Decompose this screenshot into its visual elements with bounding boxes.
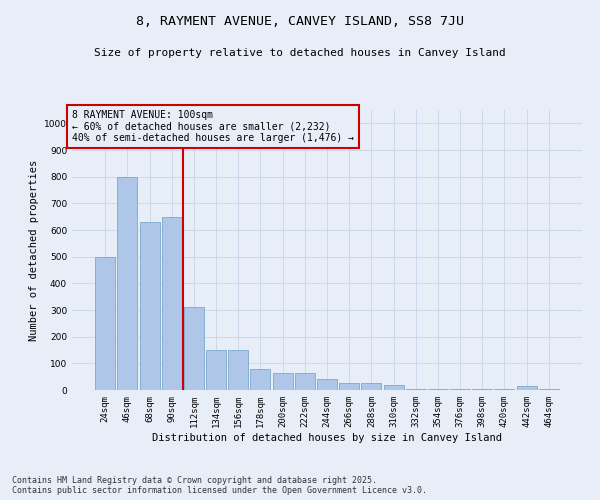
Y-axis label: Number of detached properties: Number of detached properties <box>29 160 38 340</box>
Bar <box>339 382 359 390</box>
Bar <box>450 388 470 390</box>
Bar <box>206 350 226 390</box>
Bar <box>539 388 559 390</box>
Text: 8 RAYMENT AVENUE: 100sqm
← 60% of detached houses are smaller (2,232)
40% of sem: 8 RAYMENT AVENUE: 100sqm ← 60% of detach… <box>72 110 354 143</box>
Bar <box>295 372 315 390</box>
Bar <box>317 380 337 390</box>
Bar <box>472 388 492 390</box>
Bar <box>95 256 115 390</box>
Bar <box>494 388 514 390</box>
Bar <box>118 176 137 390</box>
Bar <box>517 386 536 390</box>
Bar <box>162 216 182 390</box>
X-axis label: Distribution of detached houses by size in Canvey Island: Distribution of detached houses by size … <box>152 432 502 442</box>
Bar <box>383 384 404 390</box>
Bar <box>184 308 204 390</box>
Text: 8, RAYMENT AVENUE, CANVEY ISLAND, SS8 7JU: 8, RAYMENT AVENUE, CANVEY ISLAND, SS8 7J… <box>136 15 464 28</box>
Bar <box>428 388 448 390</box>
Bar <box>140 222 160 390</box>
Bar <box>361 382 382 390</box>
Text: Contains HM Land Registry data © Crown copyright and database right 2025.
Contai: Contains HM Land Registry data © Crown c… <box>12 476 427 495</box>
Text: Size of property relative to detached houses in Canvey Island: Size of property relative to detached ho… <box>94 48 506 58</box>
Bar <box>250 368 271 390</box>
Bar <box>406 388 426 390</box>
Bar <box>272 372 293 390</box>
Bar <box>228 350 248 390</box>
